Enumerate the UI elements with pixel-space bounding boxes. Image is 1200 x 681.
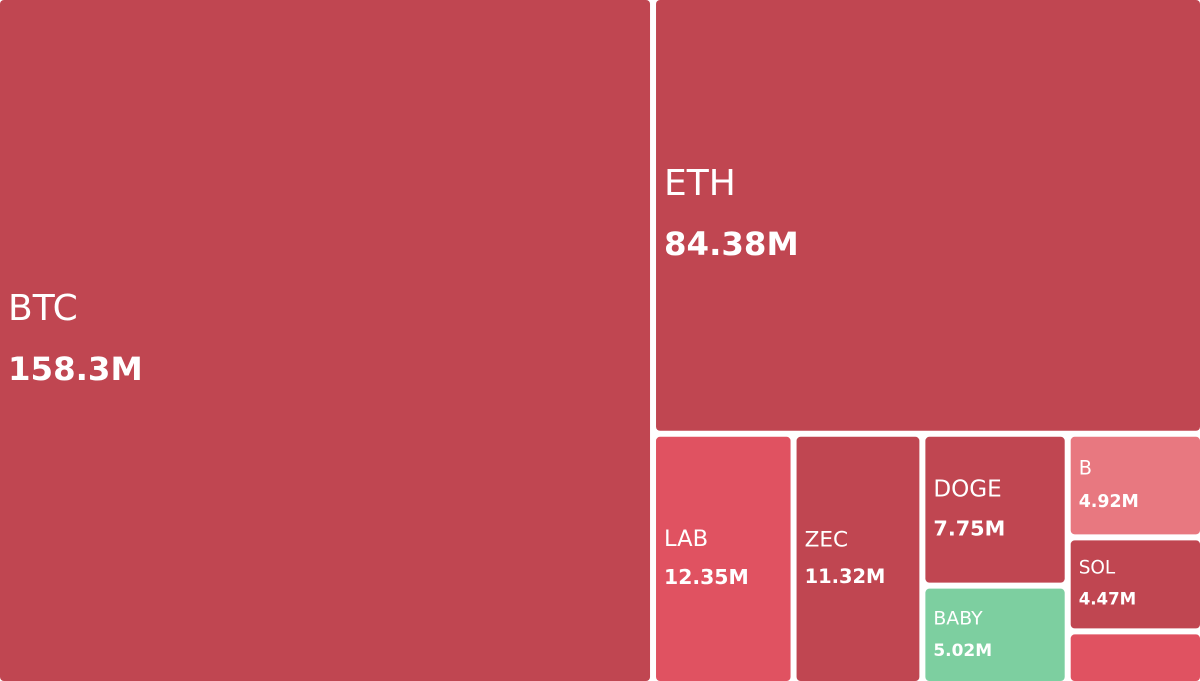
tile-label: ETH (664, 163, 736, 204)
tile-value: 4.92M (1079, 492, 1139, 512)
tile (796, 436, 920, 681)
tile-label: BTC (8, 288, 78, 329)
tile (656, 0, 1200, 431)
tile-label: LAB (664, 526, 708, 552)
tile-label: B (1079, 457, 1092, 480)
tile (925, 588, 1065, 681)
tile-value: 12.35M (664, 565, 749, 589)
tile-value: 158.3M (8, 350, 143, 388)
tile (1070, 436, 1200, 535)
tile-value: 5.02M (933, 640, 992, 660)
tile-value: 84.38M (664, 225, 799, 263)
tile-value: 11.32M (805, 565, 886, 588)
tile (1070, 540, 1200, 629)
tile-label: BABY (933, 608, 983, 629)
tile-label: ZEC (805, 528, 848, 553)
tile-value: 4.47M (1079, 590, 1137, 609)
tile (925, 436, 1065, 583)
tile-label: DOGE (933, 477, 1001, 503)
tile-value: 7.75M (933, 516, 1005, 540)
tile (0, 0, 651, 681)
tile (1070, 634, 1200, 681)
tile (656, 436, 791, 681)
tile-label: SOL (1079, 558, 1116, 579)
